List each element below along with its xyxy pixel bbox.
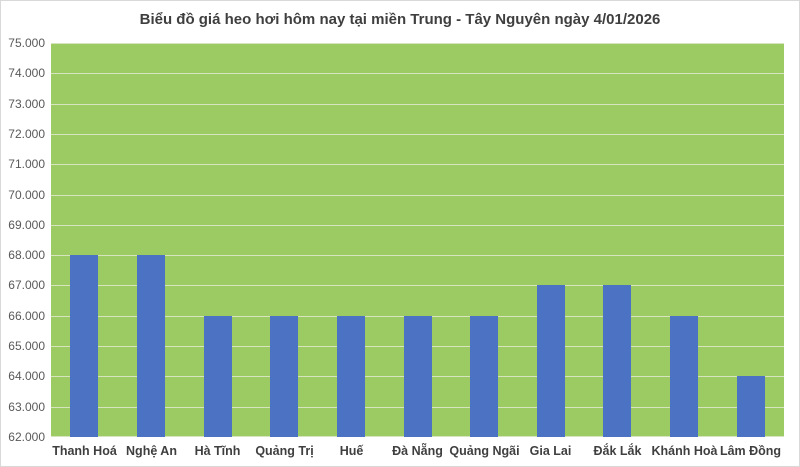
chart-bar[interactable]: [737, 376, 765, 437]
y-axis-tick-label: 68.000: [8, 248, 45, 263]
x-axis-category-label: Nghệ An: [126, 444, 177, 458]
gridline: [51, 43, 784, 44]
x-axis-category-label: Hà Tĩnh: [194, 444, 241, 458]
gridline: [51, 195, 784, 196]
y-axis-tick-label: 62.000: [8, 430, 45, 444]
chart-bar[interactable]: [603, 285, 631, 437]
y-axis-tick-label: 70.000: [8, 187, 45, 202]
x-axis-category-label: Quảng Ngãi: [449, 444, 520, 458]
gridline: [51, 73, 784, 74]
x-axis-category-label: Huế: [339, 444, 364, 458]
y-axis-tick-label: 66.000: [8, 308, 45, 323]
y-axis-tick-label: 65.000: [8, 339, 45, 354]
chart-bar[interactable]: [204, 316, 232, 437]
x-axis-category-label: Quảng Trị: [255, 444, 314, 458]
chart-bar[interactable]: [470, 316, 498, 437]
chart-bar[interactable]: [70, 255, 98, 437]
x-axis-category-label: Đà Nẵng: [392, 444, 443, 458]
x-axis-category-label: Thanh Hoá: [52, 444, 117, 458]
x-axis-category-label: Đắk Lắk: [593, 444, 642, 458]
x-axis-category-label: Khánh Hoà: [651, 444, 718, 458]
x-axis-category-label: Gia Lai: [529, 444, 572, 458]
gridline: [51, 164, 784, 165]
chart-bar[interactable]: [670, 316, 698, 437]
y-axis-tick-label: 67.000: [8, 278, 45, 293]
chart-bar[interactable]: [337, 316, 365, 437]
y-axis-tick-label: 69.000: [8, 217, 45, 232]
y-axis-tick-label: 74.000: [8, 66, 45, 81]
y-axis-tick-label: 63.000: [8, 399, 45, 414]
chart-title: Biểu đồ giá heo hơi hôm nay tại miền Tru…: [139, 11, 661, 28]
chart-bar[interactable]: [270, 316, 298, 437]
chart-bar[interactable]: [137, 255, 165, 437]
chart-bar[interactable]: [537, 285, 565, 437]
gridline: [51, 104, 784, 105]
gridline: [51, 285, 784, 286]
chart-bar[interactable]: [404, 316, 432, 437]
plot-area: [51, 43, 784, 437]
gridline: [51, 134, 784, 135]
y-axis-tick-label: 75.000: [8, 36, 45, 50]
y-axis-tick-label: 71.000: [8, 157, 45, 172]
y-axis-tick-label: 72.000: [8, 126, 45, 141]
gridline: [51, 225, 784, 226]
gridline: [51, 255, 784, 256]
x-axis-category-label: Lâm Đồng: [719, 444, 782, 458]
y-axis-tick-label: 64.000: [8, 369, 45, 384]
y-axis-tick-label: 73.000: [8, 96, 45, 111]
